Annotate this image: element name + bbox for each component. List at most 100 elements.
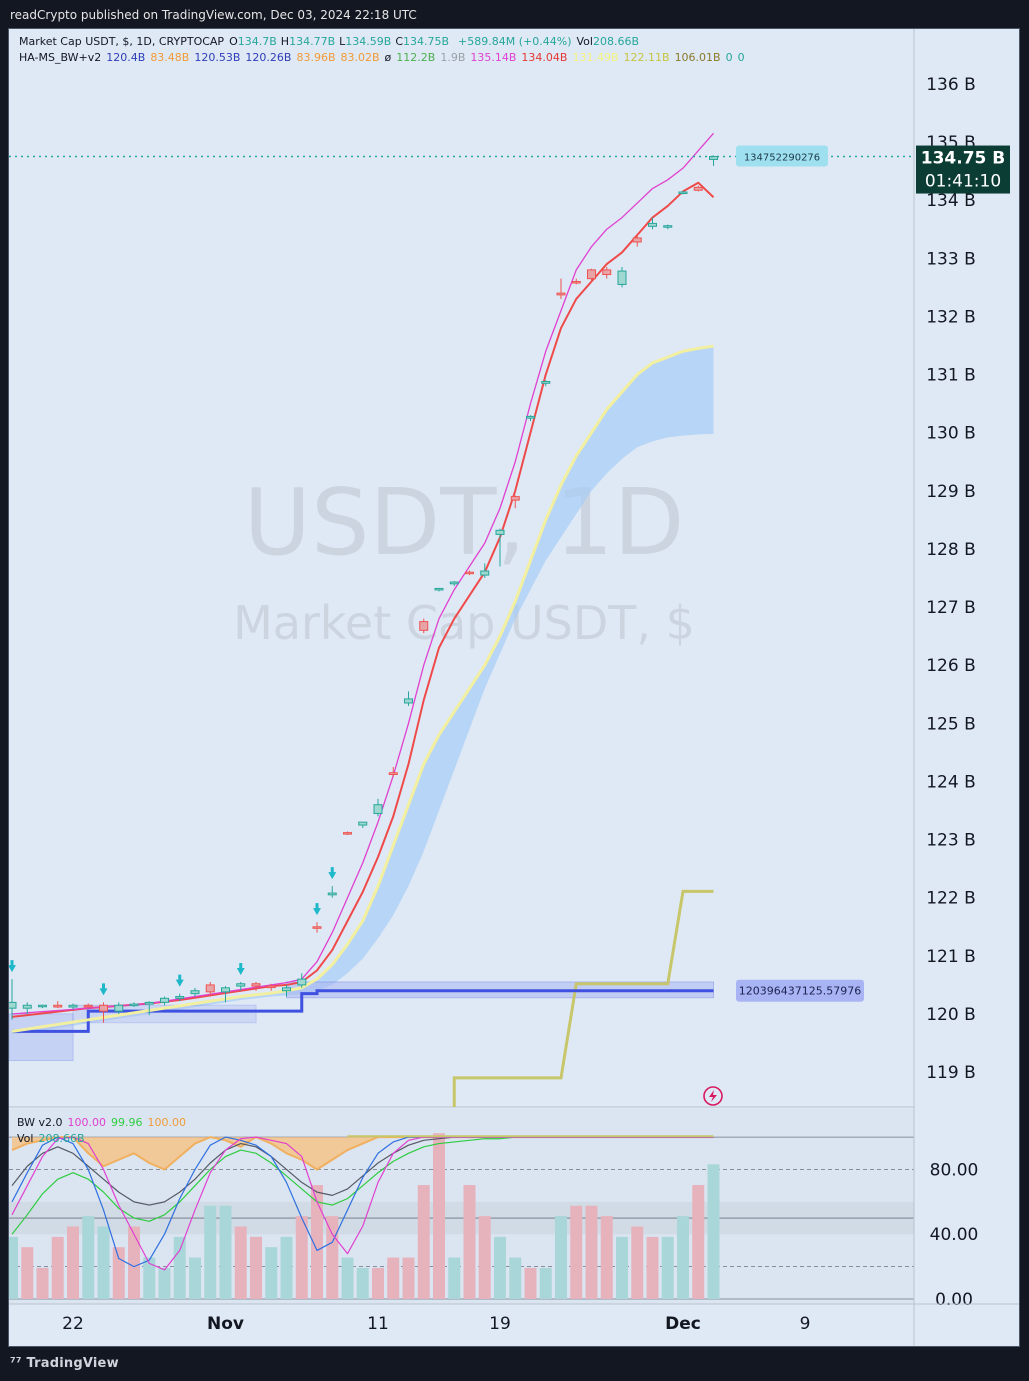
- signal-arrow: [99, 983, 108, 996]
- watermark: USDT, 1D Market Cap USDT, $: [233, 469, 695, 650]
- volume-bar: [219, 1205, 232, 1299]
- volume-bar: [372, 1267, 384, 1299]
- olive-step-line: [452, 889, 714, 1107]
- volume-bar: [677, 1216, 689, 1299]
- candle-body: [373, 804, 383, 814]
- price-label-upper: 134752290276: [744, 153, 820, 164]
- legend-indicator-value: 122.11B: [623, 51, 670, 64]
- candle-body: [632, 237, 642, 243]
- legend-ohlc-value: 134.59B: [345, 35, 392, 48]
- candle-body: [709, 156, 718, 160]
- legend-indicator-value: 120.4B: [106, 51, 146, 64]
- legend-ohlc-item: H134.77B: [281, 35, 335, 48]
- volume-bar: [631, 1226, 644, 1299]
- price-tick-label: 130 B: [926, 424, 976, 444]
- legend-ohlc-label: C: [395, 35, 403, 48]
- volume-bar: [509, 1257, 522, 1299]
- legend-indicator-value: 106.01B: [674, 51, 721, 64]
- candle-body: [678, 191, 688, 195]
- signal-arrow: [313, 903, 321, 916]
- legend-ohlc-item: O134.7B: [229, 35, 277, 48]
- legend-ohlc-value: 134.7B: [237, 35, 277, 48]
- tradingview-logo[interactable]: ⁷⁷ TradingView: [10, 1356, 119, 1371]
- legend-indicator-value: 135.14B: [470, 51, 517, 64]
- candle-body: [663, 225, 673, 228]
- legend-ohlc-item: L134.59B: [339, 35, 391, 48]
- candle-body: [282, 987, 291, 992]
- candle-body: [68, 1004, 78, 1008]
- candle-body: [160, 997, 169, 1003]
- legend-bw-values: 100.00 99.96 100.00: [68, 1116, 192, 1129]
- signal-arrow: [8, 960, 16, 973]
- volume-bar: [97, 1226, 110, 1299]
- watermark-symbol: USDT, 1D: [244, 469, 685, 576]
- legend-vol-row: Vol 208.66B: [17, 1132, 90, 1145]
- volume-bar: [494, 1236, 506, 1299]
- legend-bw-value: 100.00: [67, 1116, 107, 1129]
- candle-body: [602, 269, 612, 276]
- osc-tick-label: 40.00: [930, 1225, 979, 1245]
- candle-body: [358, 821, 368, 826]
- publish-header: readCrypto published on TradingView.com,…: [0, 0, 1029, 28]
- volume-bar: [570, 1205, 583, 1299]
- volume-bar: [143, 1257, 156, 1299]
- price-tick-label: 124 B: [926, 772, 976, 792]
- candle-body: [297, 978, 307, 986]
- legend-vol-label: Vol: [576, 35, 593, 48]
- time-tick-label: 22: [62, 1314, 84, 1334]
- legend-indicator-value: ø: [384, 51, 392, 64]
- candle-body: [404, 698, 413, 704]
- candle-body: [205, 984, 215, 993]
- legend-ohlc-item: C134.75B: [395, 35, 449, 48]
- candle-body: [114, 1004, 124, 1012]
- oscillator-pane[interactable]: [6, 1133, 720, 1299]
- volume-bar: [692, 1185, 705, 1299]
- volume-bar: [204, 1205, 217, 1299]
- legend-indicator-value: 83.48B: [150, 51, 190, 64]
- candle-body: [38, 1004, 47, 1008]
- volume-bar: [707, 1164, 720, 1299]
- candle-body: [7, 1001, 17, 1009]
- volume-bar: [478, 1216, 491, 1299]
- orange-area: [12, 1137, 714, 1170]
- candle-body: [129, 1003, 139, 1007]
- candle-body: [510, 496, 520, 501]
- candle-body: [617, 270, 627, 285]
- price-tick-label: 120 B: [926, 1005, 976, 1025]
- legend-indicator-value: 120.26B: [245, 51, 292, 64]
- legend-indicator-value: 112.2B: [396, 51, 436, 64]
- candle-body: [83, 1004, 93, 1008]
- volume-bar: [448, 1257, 461, 1299]
- volume-bar: [51, 1236, 64, 1299]
- volume-bar: [433, 1133, 445, 1299]
- candle-body: [693, 186, 703, 191]
- legend-vol2-label: Vol: [17, 1132, 34, 1145]
- legend-ohlc-label: L: [339, 35, 346, 48]
- volume-bar: [189, 1257, 201, 1299]
- legend-symbol-row: Market Cap USDT, $, 1D, CRYPTOCAP O134.7B…: [19, 35, 644, 48]
- tv-logo-icon: ⁷⁷: [10, 1356, 27, 1371]
- publish-text: readCrypto published on TradingView.com,…: [10, 8, 417, 22]
- legend-indicator-name: HA-MS_BW+v2: [19, 51, 102, 64]
- volume-bar: [326, 1216, 339, 1299]
- candle-body: [312, 926, 322, 929]
- volume-bar: [463, 1185, 476, 1299]
- legend-ohlc: O134.7B H134.77B L134.59B C134.75B: [229, 35, 453, 48]
- legend-indicator-value: 0: [737, 51, 745, 64]
- legend-indicator-values: 120.4B 83.48B 120.53B 120.26B 83.96B 83.02B ø 1…: [106, 51, 749, 64]
- volume-bar: [341, 1257, 354, 1299]
- legend-bw-row: BW v2.0 100.00 99.96 100.00: [17, 1116, 196, 1129]
- volume-bar: [616, 1236, 628, 1299]
- time-tick-label: Nov: [207, 1314, 244, 1334]
- legend-ohlc-label: H: [280, 35, 290, 48]
- price-tick-label: 119 B: [926, 1063, 976, 1083]
- volume-bar: [234, 1226, 247, 1299]
- price-tick-label: 126 B: [926, 656, 976, 676]
- volume-bar: [555, 1216, 567, 1299]
- signal-arrow: [328, 867, 337, 880]
- time-tick-label: 11: [367, 1314, 389, 1334]
- main-price-pane[interactable]: [7, 132, 723, 1107]
- candle-body: [22, 1004, 32, 1009]
